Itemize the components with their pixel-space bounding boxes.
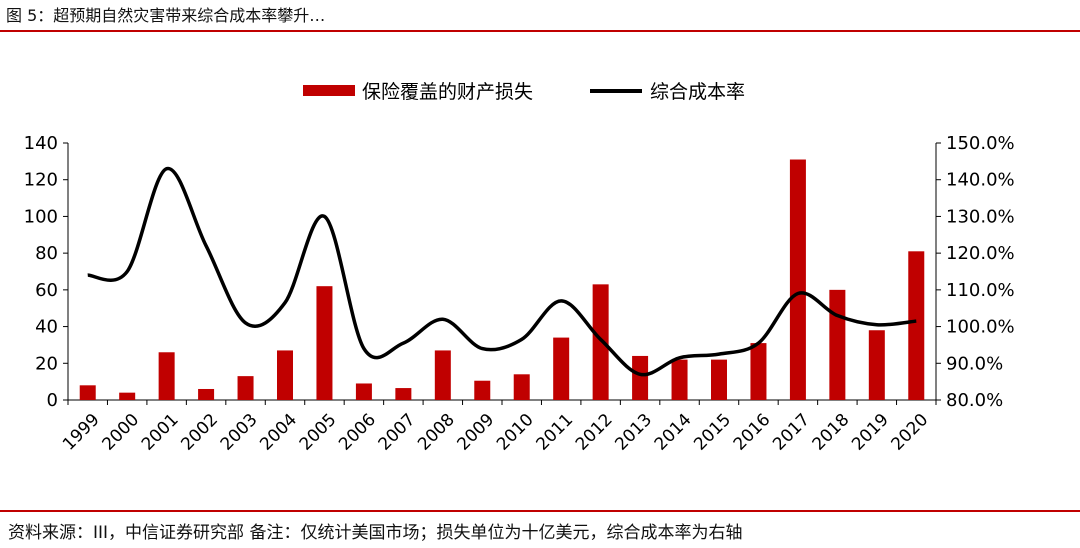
x-tick-label: 2013: [611, 410, 656, 455]
bar-2017: [789, 159, 806, 400]
x-tick-label: 2006: [335, 410, 380, 455]
bar-2016: [750, 343, 767, 400]
x-tick-label: 2010: [493, 410, 538, 455]
tick-labels: 0 20 40 60 80 100 120 140 80.0% 90.0% 100.0% 110.0%…: [24, 133, 1015, 455]
bar-2013: [632, 355, 649, 400]
bar-2008: [434, 350, 451, 400]
y-right-tick-label: 140.0%: [946, 170, 1015, 191]
x-tick-label: 2004: [256, 410, 301, 455]
bar-2018: [829, 289, 846, 400]
y-left-tick-label: 20: [35, 353, 58, 374]
x-tick-label: 2002: [177, 410, 222, 455]
bar-2011: [553, 337, 570, 400]
x-tick-label: 1999: [59, 410, 104, 455]
x-tick-label: 2012: [572, 410, 617, 455]
y-right-tick-label: 130.0%: [946, 206, 1015, 227]
y-right-tick-label: 80.0%: [946, 390, 1003, 411]
bar-2005: [316, 286, 333, 400]
y-right-tick-label: 100.0%: [946, 317, 1015, 338]
line-series: [87, 166, 917, 377]
x-tick-label: 2000: [98, 410, 143, 455]
y-left-tick-label: 40: [35, 317, 58, 338]
legend: 保险覆盖的财产损失 综合成本率: [303, 81, 745, 103]
bar-2015: [711, 359, 727, 400]
figure-title: 图 5：超预期自然灾害带来综合成本率攀升…: [6, 6, 326, 25]
x-tick-label: 2008: [414, 410, 459, 455]
x-tick-label: 2001: [138, 410, 183, 455]
y-right-tick-label: 120.0%: [946, 243, 1015, 264]
legend-line-label: 综合成本率: [650, 81, 745, 103]
bar-2006: [355, 383, 372, 400]
combined-ratio-line: [87, 166, 917, 377]
footer-divider: [0, 510, 1080, 512]
bar-2009: [474, 380, 491, 400]
y-left-tick-label: 60: [35, 280, 58, 301]
bar-2014: [671, 359, 688, 400]
x-tick-label: 2007: [375, 410, 420, 455]
bar-2002: [198, 388, 215, 400]
title-divider: [0, 30, 1080, 32]
bar-2007: [395, 388, 412, 400]
x-tick-label: 2019: [848, 410, 893, 455]
y-left-tick-label: 140: [24, 133, 58, 154]
bar-2020: [908, 251, 925, 400]
y-left-tick-label: 120: [24, 170, 58, 191]
legend-bar-swatch: [303, 85, 355, 96]
y-right-tick-label: 150.0%: [946, 133, 1015, 154]
bar-2010: [513, 374, 530, 400]
x-tick-label: 2005: [296, 410, 341, 455]
y-right-tick-label: 90.0%: [946, 353, 1003, 374]
x-tick-label: 2009: [454, 410, 499, 455]
bar-1999: [79, 385, 96, 400]
x-tick-label: 2016: [730, 410, 775, 455]
x-tick-label: 2003: [217, 410, 262, 455]
y-left-tick-label: 100: [24, 206, 58, 227]
bar-2000: [119, 392, 136, 400]
axes: [63, 142, 941, 405]
y-left-tick-label: 0: [47, 390, 58, 411]
x-tick-label: 2020: [888, 410, 933, 455]
x-tick-label: 2015: [690, 410, 735, 455]
x-tick-label: 2017: [769, 410, 814, 455]
bar-2019: [868, 330, 885, 400]
bar-2012: [592, 284, 609, 400]
source-footnote: 资料来源：III，中信证券研究部 备注：仅统计美国市场；损失单位为十亿美元，综合…: [8, 523, 743, 543]
y-right-tick-label: 110.0%: [946, 280, 1015, 301]
x-tick-label: 2018: [809, 410, 854, 455]
y-left-tick-label: 80: [35, 243, 58, 264]
x-tick-label: 2011: [532, 410, 577, 455]
bar-series: [79, 159, 925, 400]
x-tick-label: 2014: [651, 410, 696, 455]
legend-bar-label: 保险覆盖的财产损失: [362, 81, 533, 103]
bar-2003: [237, 376, 254, 400]
bar-2004: [277, 350, 293, 400]
bar-2001: [158, 352, 175, 400]
